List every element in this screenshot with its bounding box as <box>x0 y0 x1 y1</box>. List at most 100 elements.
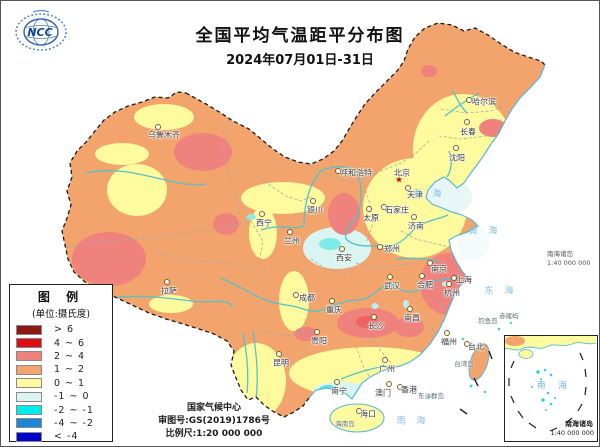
city-label: 贵阳 <box>311 336 327 346</box>
city-marker <box>451 275 457 281</box>
coastline <box>308 64 546 400</box>
city-label: 郑州 <box>384 244 400 254</box>
legend-swatch <box>16 431 42 442</box>
city-marker <box>276 351 282 357</box>
legend-row: > 6 <box>16 323 112 336</box>
city-marker <box>155 124 161 130</box>
sea-label: 渤 海 <box>412 189 446 200</box>
legend-row: -4 ~ -2 <box>16 417 112 430</box>
city-marker <box>381 204 387 210</box>
city-marker <box>387 274 393 280</box>
date-range: 2024年07月01日-31日 <box>226 53 374 68</box>
city-marker <box>419 273 425 279</box>
city-label: 香港 <box>401 385 417 395</box>
rivers <box>85 90 480 400</box>
city-label: 天津 <box>407 190 423 200</box>
city-label: 西宁 <box>256 218 272 228</box>
city-marker <box>405 185 411 191</box>
legend-row: 2 ~ 4 <box>16 350 112 363</box>
national-border-north <box>185 22 546 165</box>
city-label: 南宁 <box>331 386 347 396</box>
capital-star-marker: ★ <box>394 175 404 186</box>
legend-row: 4 ~ 6 <box>16 336 112 349</box>
legend-label: -4 ~ -2 <box>54 417 94 429</box>
city-marker <box>371 314 377 320</box>
city-label: 杭州 <box>444 288 460 298</box>
city-marker <box>164 279 170 285</box>
footer-scale: 比例尺:1:20 000 000 <box>165 429 263 439</box>
legend-swatch <box>16 324 42 335</box>
hainan-island <box>329 403 385 433</box>
side-note: 南海诸岛 1:40 000 000 <box>547 250 591 268</box>
sea-island-dots <box>427 321 513 399</box>
legend-swatch <box>16 391 42 402</box>
inset-scale: 1:40 000 000 <box>550 429 594 437</box>
city-label: 昆明 <box>273 358 289 368</box>
side-note-line2: 1:40 000 000 <box>547 259 591 267</box>
city-marker <box>386 381 392 387</box>
city-marker <box>446 281 452 287</box>
inset-map <box>504 336 597 432</box>
legend-swatch <box>16 338 42 349</box>
legend-row: -2 ~ -1 <box>16 403 112 416</box>
city-label: 太原 <box>363 213 379 223</box>
city-marker <box>382 357 388 363</box>
city-marker <box>453 145 459 151</box>
taiwan-island <box>468 343 490 381</box>
city-marker <box>339 246 345 252</box>
city-label: 长沙 <box>368 321 384 331</box>
city-label: 成都 <box>299 293 315 303</box>
city-marker <box>466 97 472 103</box>
island-label: 海南岛 <box>335 420 355 428</box>
island-label: 赤尾屿 <box>499 312 519 320</box>
city-marker <box>287 229 293 235</box>
legend-label: -1 ~ 0 <box>54 391 90 403</box>
city-marker <box>366 206 372 212</box>
city-label: 呼和浩特 <box>340 168 372 178</box>
city-marker <box>444 330 450 336</box>
sea-label: 黄 海 <box>468 226 502 237</box>
city-label: 广州 <box>379 364 395 374</box>
inset-name: 南海诸岛 <box>565 420 593 428</box>
sea-label: 东 海 <box>484 286 518 297</box>
city-label: 福州 <box>441 337 457 347</box>
city-label: 上海 <box>456 275 472 285</box>
city-marker <box>464 341 470 347</box>
city-marker <box>259 211 265 217</box>
city-marker <box>314 329 320 335</box>
city-marker <box>464 119 470 125</box>
city-label: 哈尔滨 <box>472 97 496 107</box>
city-marker <box>356 408 362 414</box>
svg-text:NCC: NCC <box>27 26 52 39</box>
city-label: 澳门 <box>375 388 391 398</box>
city-marker <box>334 379 340 385</box>
city-label: 长春 <box>460 127 476 137</box>
south-china-sea-inset <box>504 335 598 442</box>
island-label: 台湾岛 <box>454 360 474 368</box>
city-label: 乌鲁木齐 <box>148 130 180 140</box>
city-marker <box>293 292 299 298</box>
page-title: 全国平均气温距平分布图 <box>195 26 405 46</box>
legend-label: 0 ~ 1 <box>54 377 86 389</box>
legend-label: 4 ~ 6 <box>54 337 86 349</box>
city-marker <box>335 168 341 174</box>
city-label: 石家庄 <box>385 205 409 215</box>
legend-row: < -4 <box>16 430 112 443</box>
city-marker <box>411 214 417 220</box>
nine-dash-line-main <box>459 350 493 415</box>
city-marker <box>377 244 383 250</box>
side-note-line1: 南海诸岛 <box>547 250 573 258</box>
legend-row: 0 ~ 1 <box>16 377 112 390</box>
legend-label: > 6 <box>54 324 75 336</box>
city-label: 兰州 <box>284 236 300 246</box>
legend-label: -2 ~ -1 <box>54 404 94 416</box>
map-footer: 国家气候中心 审图号:GS(2019)1786号 比例尺:1:20 000 00… <box>119 402 309 441</box>
ncc-logo-icon: NCC <box>15 9 67 51</box>
legend-row: -1 ~ 0 <box>16 390 112 403</box>
footer-approval: 审图号:GS(2019)1786号 <box>158 416 270 426</box>
city-label: 合肥 <box>417 280 433 290</box>
legend-swatch <box>16 378 42 389</box>
